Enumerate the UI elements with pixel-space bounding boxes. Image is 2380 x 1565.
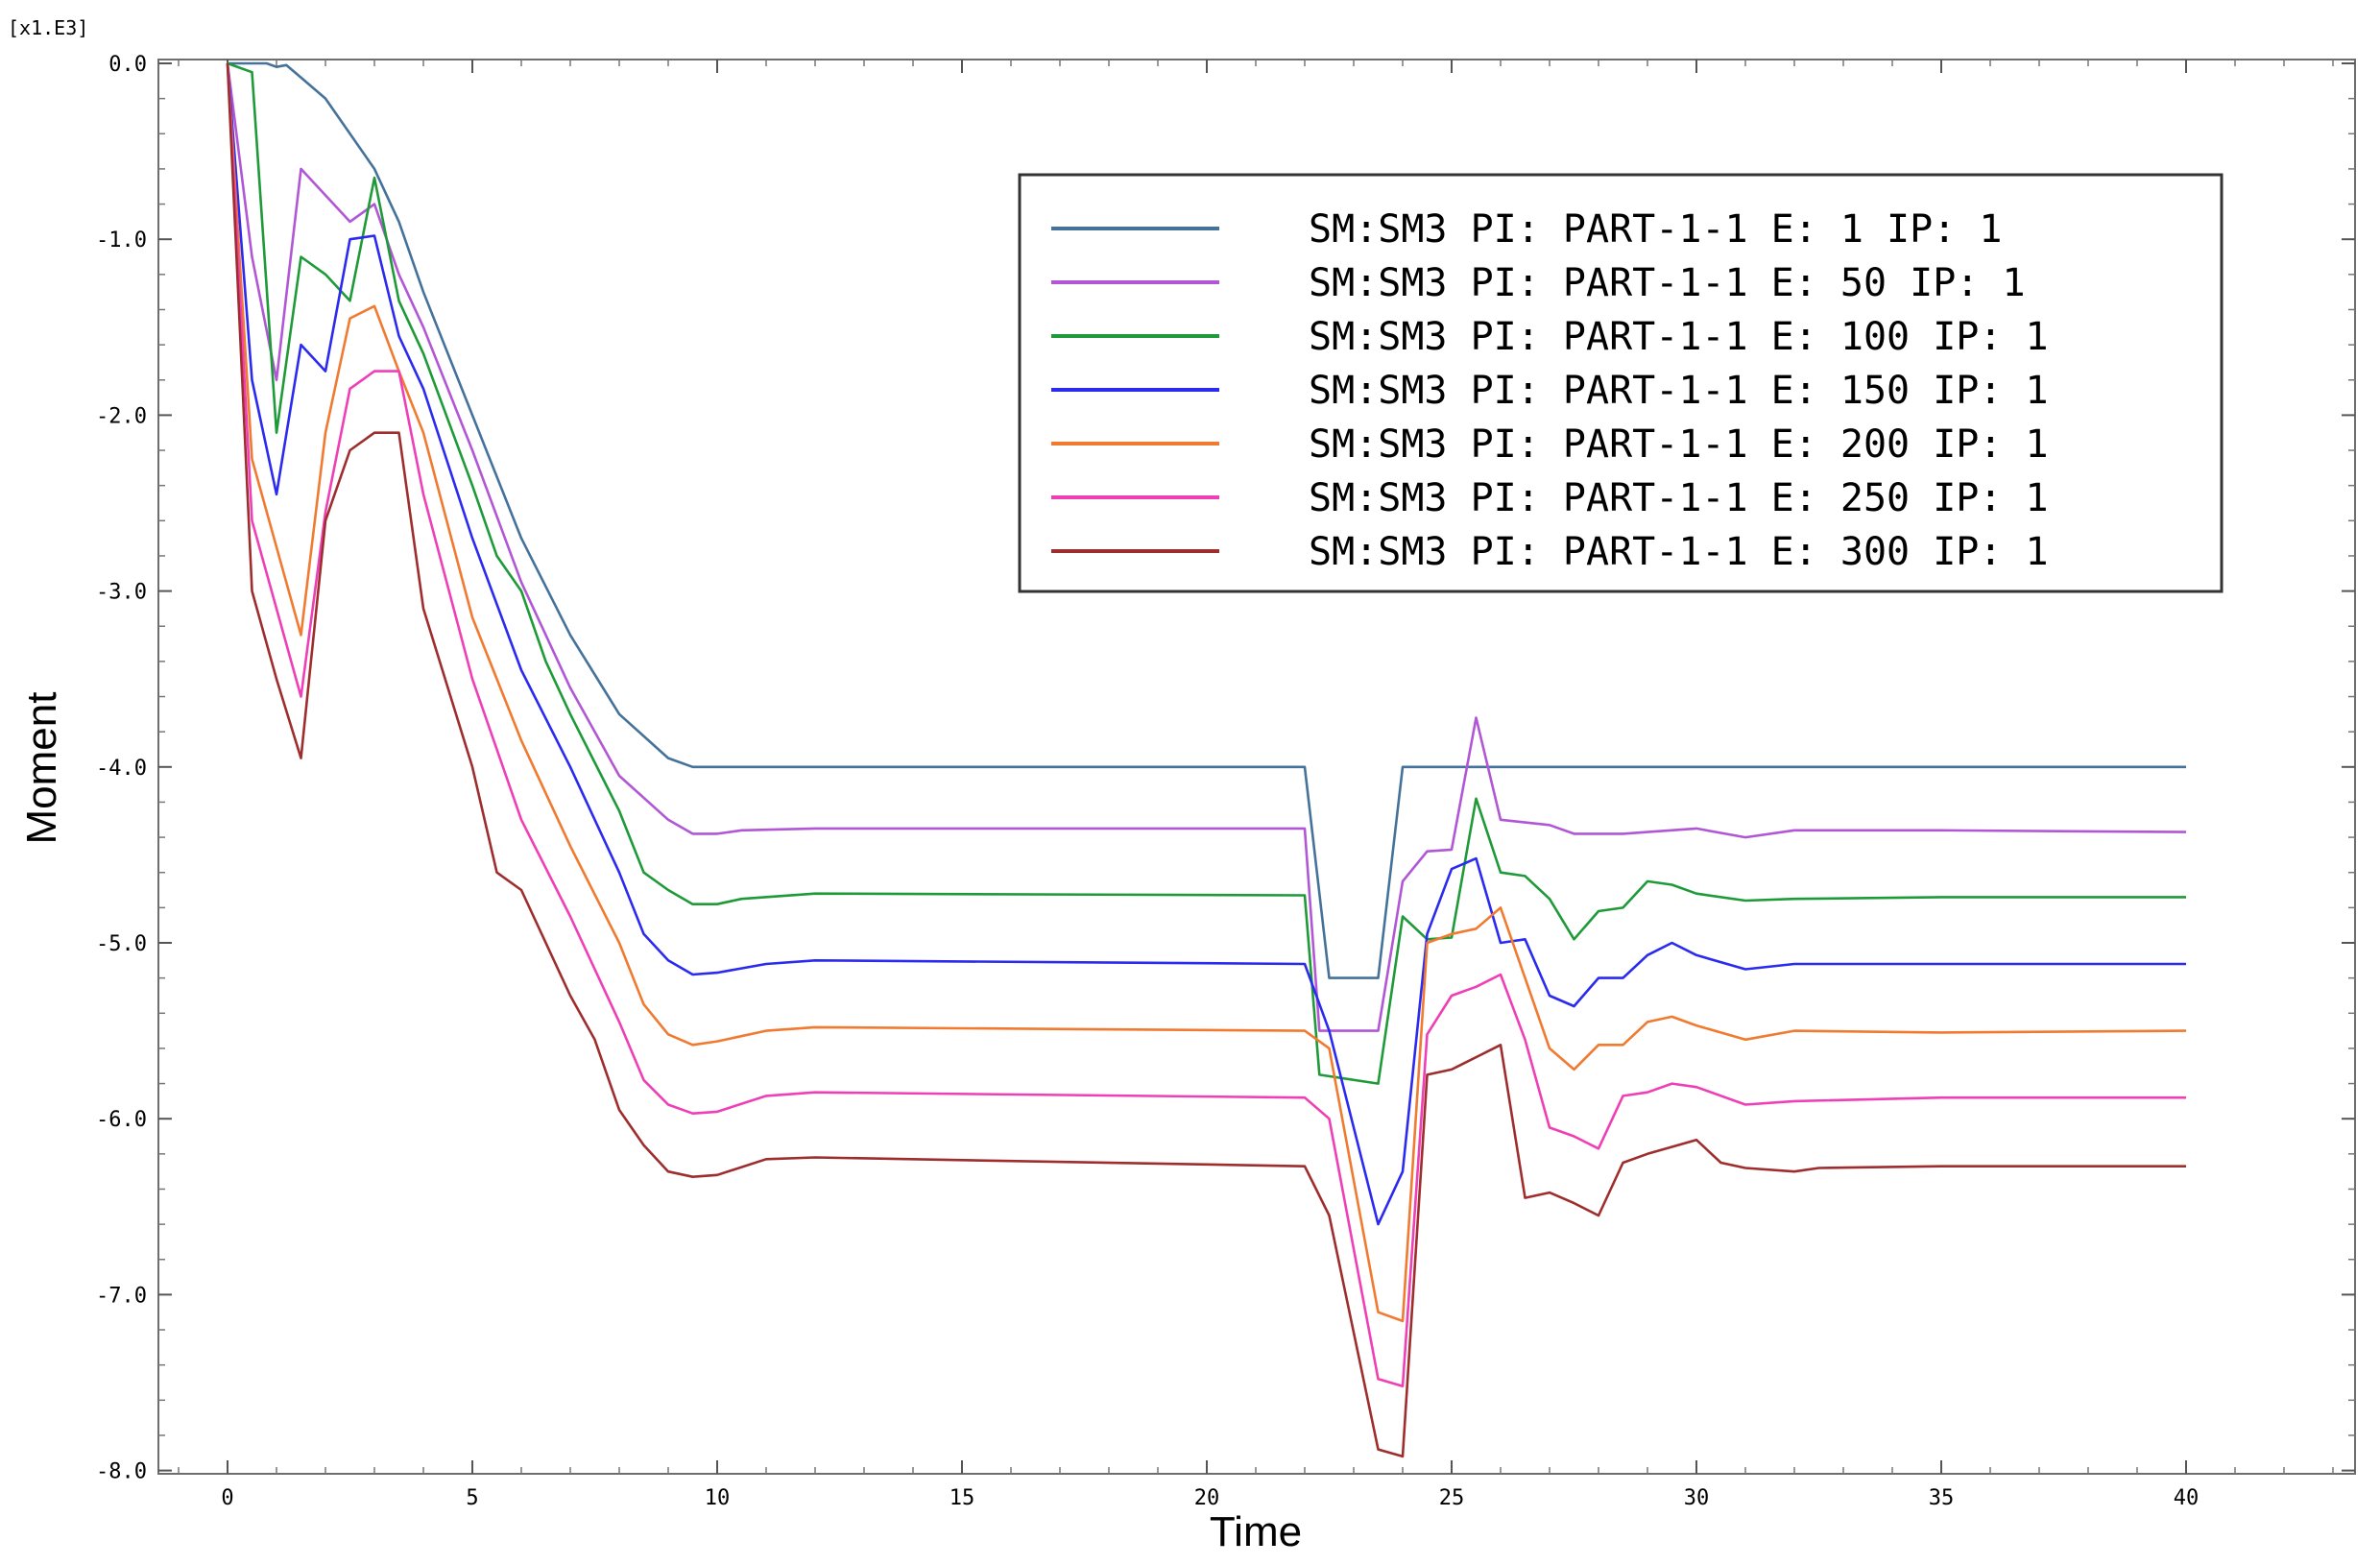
y-tick-label: -2.0 (96, 404, 147, 428)
y-tick-label: -7.0 (96, 1284, 147, 1308)
series-line-1 (228, 61, 2186, 979)
series-lines (226, 61, 2187, 1458)
x-tick-label: 5 (466, 1486, 478, 1510)
x-axis-title: Time (1210, 1508, 1302, 1555)
legend-entry: SM:SM3 PI: PART-1-1 E: 100 IP: 1 (1309, 315, 2049, 359)
x-tick-label: 40 (2174, 1486, 2200, 1510)
axis-ticks: 0 5 10 15 20 25 30 35 40 0.0 -1.0 -2.0 -3.0 -4.0 -5.0 -… (96, 53, 2355, 1510)
legend-entry: SM:SM3 PI: PART-1-1 E: 1 IP: 1 (1309, 207, 2002, 252)
y-tick-label: -5.0 (96, 932, 147, 956)
y-tick-label: -3.0 (96, 581, 147, 605)
series-line-7 (226, 62, 2186, 1458)
x-tick-label: 15 (950, 1486, 975, 1510)
legend-box (1018, 173, 2224, 593)
x-tick-label: 30 (1684, 1486, 1710, 1510)
legend-entry: SM:SM3 PI: PART-1-1 E: 50 IP: 1 (1309, 261, 2026, 305)
x-tick-label: 20 (1194, 1486, 1220, 1510)
series-line-4 (226, 62, 2186, 1226)
legend-entry: SM:SM3 PI: PART-1-1 E: 200 IP: 1 (1309, 422, 2049, 467)
x-tick-label: 0 (221, 1486, 233, 1510)
x-tick-label: 35 (1929, 1486, 1955, 1510)
legend: SM:SM3 PI: PART-1-1 E: 1 IP: 1 SM:SM3 PI:… (1018, 173, 2224, 593)
series-line-3 (227, 61, 2186, 1085)
legend-entry: SM:SM3 PI: PART-1-1 E: 150 IP: 1 (1309, 369, 2049, 413)
series-line-2 (226, 62, 2187, 1032)
x-tick-label: 10 (705, 1486, 731, 1510)
legend-entry: SM:SM3 PI: PART-1-1 E: 250 IP: 1 (1309, 476, 2049, 520)
y-tick-label: 0.0 (108, 53, 147, 77)
series-line-5 (226, 62, 2187, 1323)
y-tick-label: -4.0 (96, 757, 147, 781)
y-tick-label: -8.0 (96, 1460, 147, 1484)
series-line-6 (226, 62, 2186, 1387)
y-tick-label: -1.0 (96, 229, 147, 253)
y-tick-label: -6.0 (96, 1108, 147, 1132)
y-axis-title: Moment (18, 692, 65, 845)
x-tick-label: 25 (1439, 1486, 1465, 1510)
legend-entry: SM:SM3 PI: PART-1-1 E: 300 IP: 1 (1309, 530, 2049, 574)
y-multiplier-label: [x1.E3] (8, 16, 88, 39)
